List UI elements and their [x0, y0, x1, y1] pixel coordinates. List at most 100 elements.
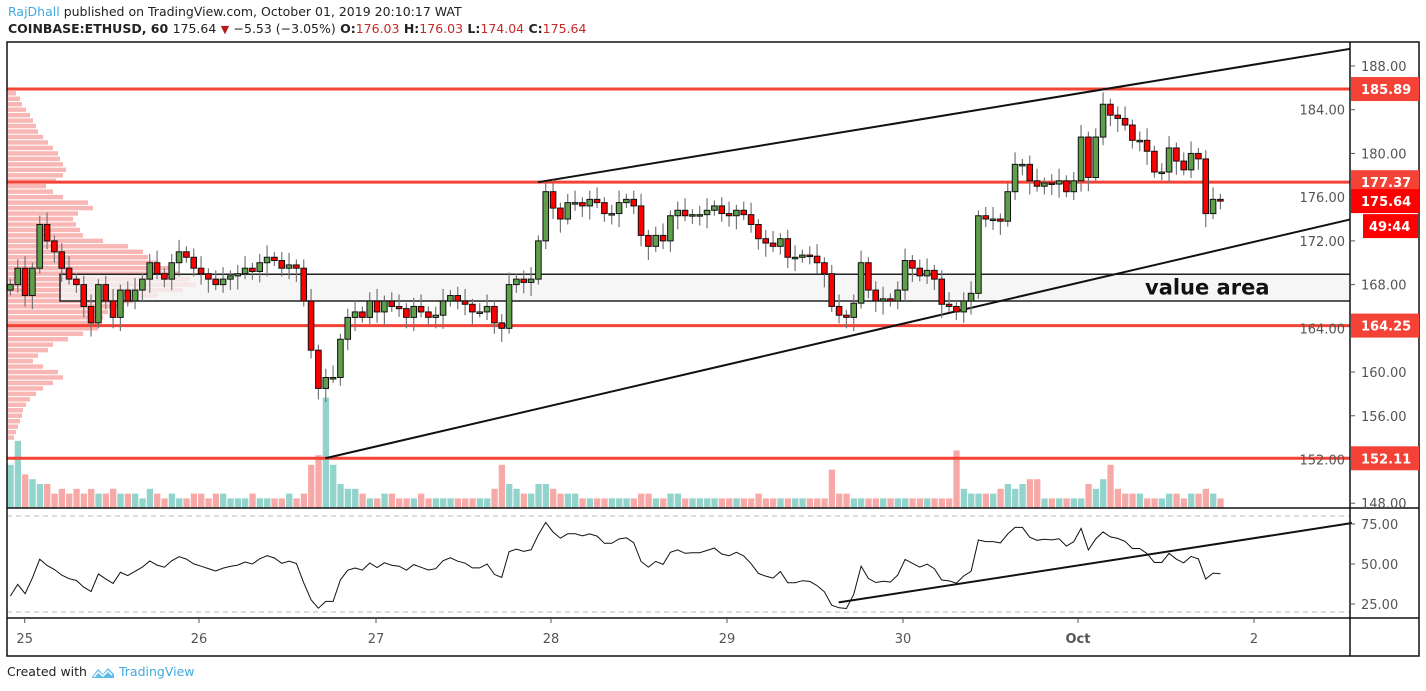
rsi-tick-label: 75.00	[1361, 518, 1398, 533]
candle-down	[982, 215, 990, 220]
volume-bar	[894, 498, 902, 508]
volume-bar	[198, 493, 205, 508]
volume-bar	[36, 484, 44, 508]
candle-down	[718, 205, 726, 215]
candle-up	[513, 278, 520, 286]
candle-up	[219, 278, 227, 286]
time-tick-label: 2	[1250, 632, 1258, 647]
volume-bar	[432, 498, 440, 508]
volume-bar	[586, 498, 594, 508]
candle-down	[755, 223, 762, 240]
volume-bar	[110, 488, 117, 508]
level-price-label-bg	[1351, 313, 1419, 338]
candle-up	[175, 251, 183, 264]
volume-profile-bar	[8, 118, 33, 123]
volume-profile-bar	[8, 369, 58, 375]
volume-profile-bar	[8, 424, 18, 429]
volume-bar	[674, 493, 682, 508]
candle-down	[645, 234, 652, 247]
volume-profile-bar	[8, 386, 43, 391]
candle-up	[168, 262, 176, 280]
volume-bar	[1092, 488, 1100, 508]
volume-bar	[29, 479, 36, 508]
volume-bar	[594, 498, 601, 508]
volume-bar	[755, 493, 762, 508]
candle-down	[872, 289, 880, 302]
volume-profile-bar	[8, 107, 26, 112]
volume-profile-bar	[8, 183, 46, 189]
volume-bar	[946, 498, 953, 508]
volume-bar	[366, 498, 374, 508]
volume-bar	[440, 498, 447, 508]
candle-up	[146, 262, 154, 280]
volume-profile-bar	[8, 96, 20, 101]
volume-bar	[1012, 488, 1019, 508]
candle-down	[740, 209, 748, 216]
low-value: 174.04	[480, 21, 525, 36]
volume-bar	[22, 474, 29, 508]
level-price-label: 177.37	[1361, 176, 1411, 191]
volume-profile-bar	[8, 391, 36, 397]
candle-up	[989, 218, 997, 222]
candle-down	[747, 214, 755, 225]
candle-up	[227, 275, 234, 280]
candle-up	[263, 256, 271, 264]
candle-up	[975, 215, 982, 294]
volume-profile-bar	[8, 123, 36, 129]
volume-bar	[1026, 479, 1034, 508]
volume-bar	[7, 464, 14, 508]
volume-bar	[1217, 498, 1224, 508]
candle-up	[476, 311, 484, 314]
candle-down	[681, 209, 689, 217]
price-tick-label: 152.00	[1300, 453, 1346, 468]
volume-bar	[234, 498, 242, 508]
candle-down	[425, 311, 432, 318]
volume-bar	[1078, 498, 1085, 508]
volume-bar	[1019, 484, 1026, 508]
candle-down	[454, 295, 462, 302]
candle-down	[73, 278, 80, 286]
price-tick-label: 168.00	[1361, 279, 1407, 294]
level-price-label-bg	[1351, 77, 1419, 102]
volume-bar	[777, 498, 784, 508]
volume-bar	[1188, 493, 1195, 508]
candle-down	[909, 260, 916, 269]
volume-bar	[850, 498, 858, 508]
volume-bar	[154, 493, 161, 508]
volume-bar	[396, 498, 403, 508]
volume-bar	[997, 488, 1004, 508]
candle-up	[439, 300, 447, 316]
chart-frame	[6, 41, 1420, 657]
last-price: 175.64	[172, 21, 217, 36]
volume-profile-bar	[8, 413, 22, 418]
candle-down	[498, 322, 506, 329]
volume-profile-bar	[8, 91, 16, 96]
volume-profile-bar	[8, 364, 43, 369]
volume-bar	[1107, 464, 1114, 508]
bar-countdown-label: 49:44	[1369, 220, 1410, 235]
volume-profile-bar	[8, 249, 143, 254]
candle-down	[1121, 117, 1129, 126]
volume-bar	[1114, 488, 1122, 508]
candle-up	[14, 267, 22, 286]
time-tick-label: 28	[543, 632, 560, 647]
volume-bar	[58, 488, 66, 508]
volume-bar	[748, 498, 755, 508]
candle-down	[843, 314, 850, 318]
candle-down	[388, 300, 396, 307]
last-price-label: 175.64	[1361, 195, 1411, 210]
volume-bar	[513, 488, 520, 508]
author-link[interactable]: RajDhall	[8, 4, 60, 19]
volume-bar	[762, 498, 770, 508]
volume-bar	[1063, 498, 1070, 508]
candle-down	[403, 308, 410, 318]
volume-bar	[168, 493, 176, 508]
candle-down	[1033, 180, 1041, 187]
candle-up	[960, 300, 968, 313]
candle-up	[410, 305, 418, 318]
volume-bar	[308, 464, 315, 508]
time-tick-label: Oct	[1066, 632, 1091, 647]
price-tick-label: 184.00	[1300, 104, 1346, 119]
tradingview-link[interactable]: TradingView	[118, 664, 195, 679]
